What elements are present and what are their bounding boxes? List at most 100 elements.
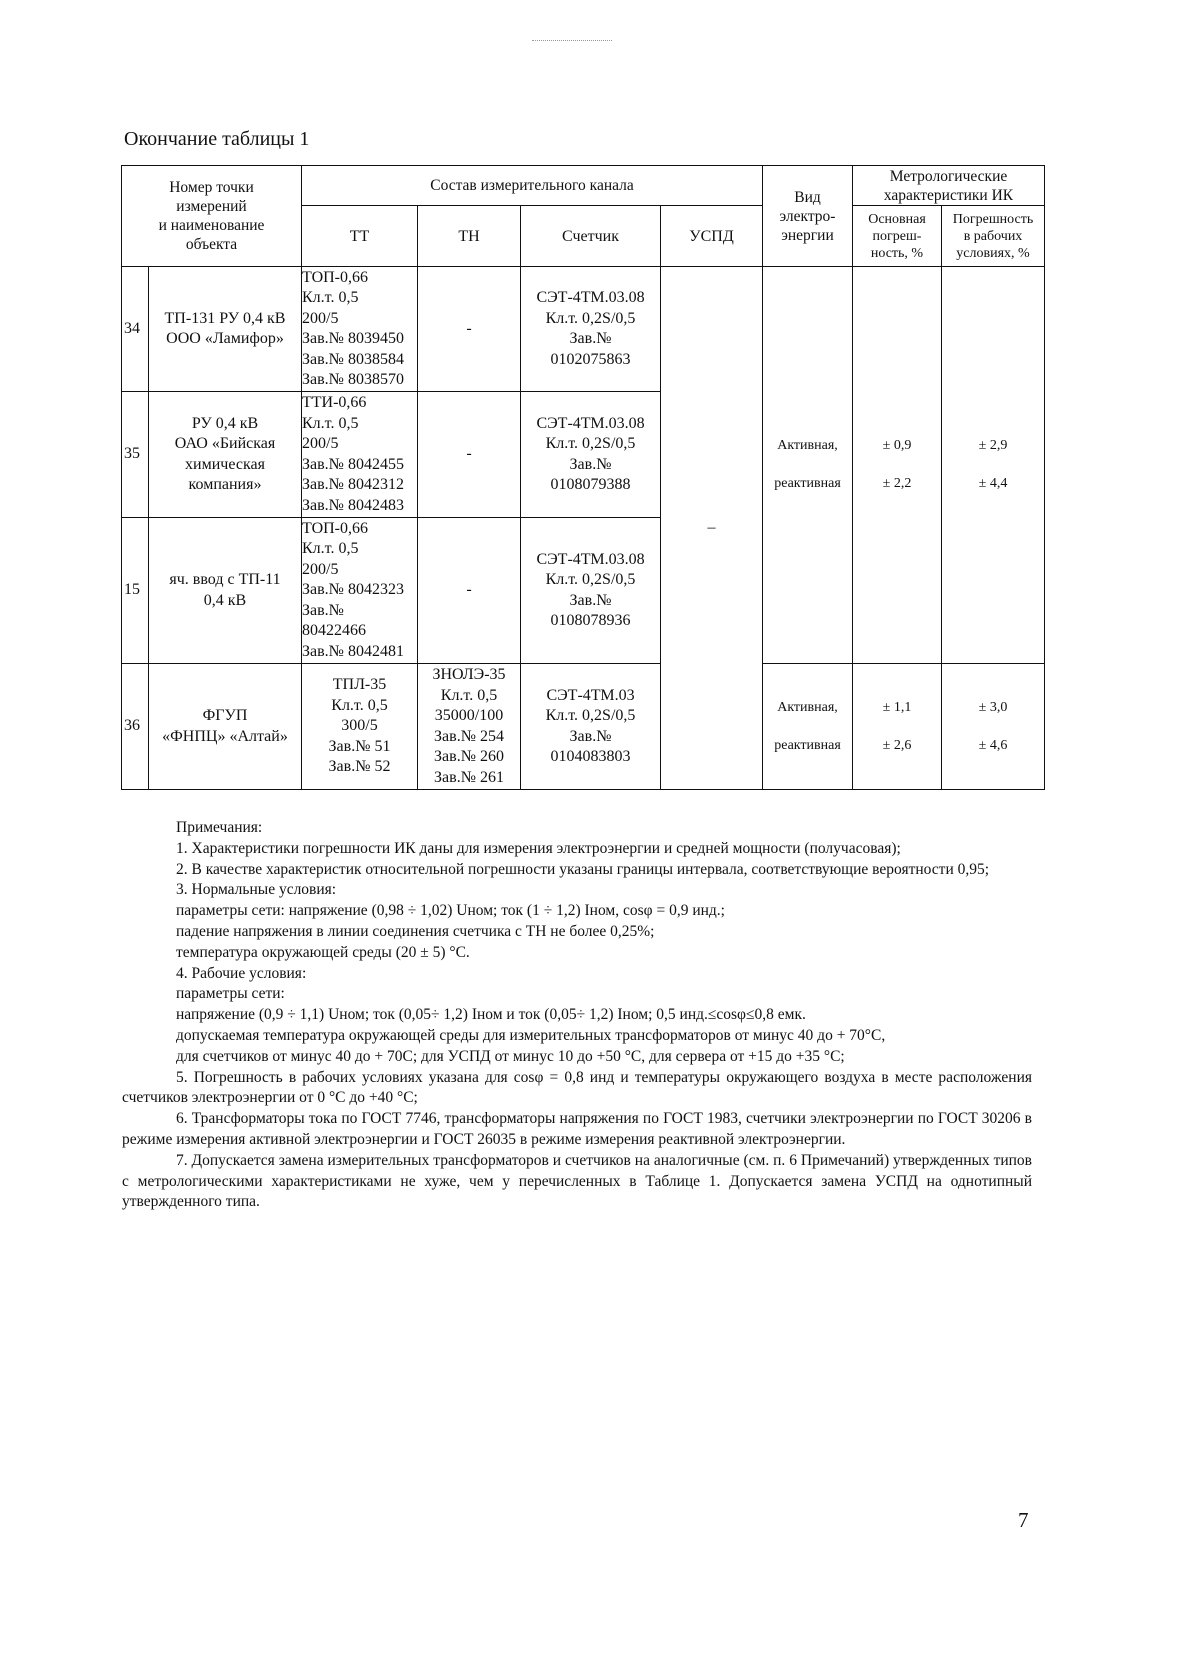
cell-line: ООО «Ламифор» <box>166 330 284 347</box>
cell-line: Активная, <box>777 699 838 715</box>
cell-line: Кл.т. 0,5 <box>302 540 359 558</box>
cell-line: Зав.№ 52 <box>328 758 391 776</box>
cell-line: Кл.т. 0,5 <box>302 289 359 306</box>
note-4: 4. Рабочие условия: <box>176 964 307 982</box>
cell-line: ± 4,6 <box>978 737 1008 753</box>
row-number: 34 <box>121 266 149 392</box>
page-number: 7 <box>1018 1508 1029 1532</box>
cell-line: ТТИ-0,66 <box>302 394 367 411</box>
cell-line: компания» <box>188 476 262 493</box>
cell-line: Номер точки <box>169 179 254 196</box>
note-4b: напряжение (0,9 ÷ 1,1) Uном; ток (0,05÷ … <box>176 1006 806 1024</box>
tt-cell: ТТИ-0,66 Кл.т. 0,5 200/5 Зав.№ 8042455 Зав.№… <box>301 391 418 518</box>
note-2: 2. В качестве характеристик относительно… <box>176 860 990 878</box>
cell-line: Зав.№ 8038570 <box>302 371 404 388</box>
cell-line: ТП-131 РУ 0,4 кВ <box>164 309 286 327</box>
cell-line: СЭТ-4ТМ.03 <box>546 686 635 704</box>
cell-line: Зав.№ 8042323 <box>302 581 404 599</box>
cell-line: ± 4,4 <box>978 476 1008 491</box>
uspd-cell: – <box>660 266 763 790</box>
cell-line: ± 0,9 <box>882 438 912 453</box>
cell-line: Метрологические <box>889 167 1008 185</box>
cell-line: и наименование <box>158 217 265 234</box>
header-work-error: Погрешность в рабочих условиях, % <box>941 205 1045 267</box>
cell-line: яч. ввод с ТП-11 <box>169 571 281 588</box>
note-5: 5. Погрешность в рабочих условиях указан… <box>122 1068 1032 1107</box>
scan-artifact-line <box>532 40 612 41</box>
cell-line: «ФНПЦ» «Алтай» <box>162 727 288 745</box>
meter-cell: СЭТ-4ТМ.03.08 Кл.т. 0,2S/0,5 Зав.№ 01080789… <box>520 517 661 664</box>
cell-line: характеристики ИК <box>883 186 1014 204</box>
cell-line: 0108078936 <box>550 612 631 629</box>
object-name: РУ 0,4 кВ ОАО «Бийская химическая компания» <box>148 391 302 518</box>
cell-line: энергии <box>781 226 834 244</box>
cell-line: ± 2,6 <box>882 737 912 753</box>
cell-line: Зав.№ 8039450 <box>302 330 404 347</box>
energy-type-cell: Активная, реактивная <box>762 663 853 790</box>
note-4a: параметры сети: <box>176 985 285 1003</box>
header-point: Номер точки измерений и наименование объект… <box>121 165 302 267</box>
cell-line: Кл.т. 0,2S/0,5 <box>545 571 636 588</box>
cell-line: Зав.№ 8042481 <box>302 642 404 660</box>
cell-line: 0104083803 <box>550 748 631 765</box>
cell-line: ФГУП <box>202 707 248 724</box>
header-uspd: УСПД <box>660 205 763 267</box>
cell-line: Зав.№ 8042455 <box>302 455 404 473</box>
note-1: 1. Характеристики погрешности ИК даны дл… <box>176 839 901 857</box>
cell-line: - <box>466 445 472 463</box>
cell-line: электро- <box>779 207 836 225</box>
tt-cell: ТПЛ-35 Кл.т. 0,5 300/5 Зав.№ 51 Зав.№ 52 <box>301 663 418 790</box>
cell-line: погреш- <box>872 228 922 244</box>
cell-line: объекта <box>185 236 238 253</box>
row-number: 36 <box>121 663 149 790</box>
cell-line: Зав.№ 8038584 <box>302 350 404 368</box>
cell-line: 0102075863 <box>550 350 631 368</box>
notes-heading: Примечания: <box>176 819 263 836</box>
cell-line: ЗНОЛЭ-35 <box>432 666 506 683</box>
note-6: 6. Трансформаторы тока по ГОСТ 7746, тра… <box>122 1110 1032 1148</box>
cell-line: Кл.т. 0,2S/0,5 <box>545 707 636 724</box>
cell-line: Зав.№ <box>569 455 612 473</box>
energy-type-cell: Активная, реактивная <box>762 266 853 664</box>
table-row: 36 ФГУП «ФНПЦ» «Алтай» ТПЛ-35 Кл.т. 0,5 300… <box>121 663 1045 790</box>
cell-line: 200/5 <box>302 560 339 578</box>
tn-cell: ЗНОЛЭ-35 Кл.т. 0,5 35000/100 Зав.№ 254 Зав.№… <box>417 663 521 790</box>
note-4d: для счетчиков от минус 40 до + 70С; для … <box>176 1047 845 1065</box>
meter-cell: СЭТ-4ТМ.03.08 Кл.т. 0,2S/0,5 Зав.№ 01020758… <box>520 266 661 392</box>
cell-line: Кл.т. 0,5 <box>331 696 388 714</box>
cell-line: ± 1,1 <box>882 699 912 715</box>
work-error-cell: ± 3,0 ± 4,6 <box>941 663 1045 790</box>
cell-line: 80422466 <box>302 622 367 640</box>
note-7: 7. Допускается замена измерительных тран… <box>122 1151 1032 1211</box>
note-3c: температура окружающей среды (20 ± 5) °С… <box>176 943 470 961</box>
cell-line: ± 2,2 <box>882 476 912 491</box>
cell-line: РУ 0,4 кВ <box>191 414 259 432</box>
cell-line: реактивная <box>774 476 841 491</box>
cell-line: 200/5 <box>302 309 339 327</box>
cell-line: в рабочих <box>963 228 1023 244</box>
object-name: ТП-131 РУ 0,4 кВ ООО «Ламифор» <box>148 266 302 392</box>
cell-line: Зав.№ <box>302 601 344 619</box>
cell-line: 300/5 <box>341 717 378 735</box>
tn-cell: - <box>417 266 521 392</box>
header-energy-type: Вид электро-энергии <box>762 165 853 267</box>
note-4c: допускаемая температура окружающей среды… <box>176 1026 886 1044</box>
cell-line: Зав.№ <box>569 330 612 347</box>
cell-line: Погрешность <box>952 211 1034 227</box>
cell-line: ТПЛ-35 <box>332 676 387 694</box>
note-3b: падение напряжения в линии соединения сч… <box>176 922 655 940</box>
tn-cell: - <box>417 517 521 664</box>
cell-line: химическая <box>185 455 265 473</box>
header-basic-error: Основная погреш-ность, % <box>852 205 942 267</box>
measurement-channels-table: Номер точки измерений и наименование объект… <box>121 165 1045 790</box>
cell-line: ность, % <box>870 245 924 261</box>
cell-line: ± 2,9 <box>978 438 1008 453</box>
cell-line: Зав.№ 261 <box>434 768 504 786</box>
table-row: 35 РУ 0,4 кВ ОАО «Бийская химическая компан… <box>121 391 1045 518</box>
cell-line: СЭТ-4ТМ.03.08 <box>536 289 645 306</box>
notes-section: Примечания: 1. Характеристики погрешност… <box>122 818 1032 1213</box>
cell-line: 0108079388 <box>550 476 631 493</box>
cell-line: реактивная <box>774 737 841 753</box>
tt-cell: ТОП-0,66 Кл.т. 0,5 200/5 Зав.№ 8039450 Зав.№… <box>301 266 418 392</box>
object-name: ФГУП «ФНПЦ» «Алтай» <box>148 663 302 790</box>
